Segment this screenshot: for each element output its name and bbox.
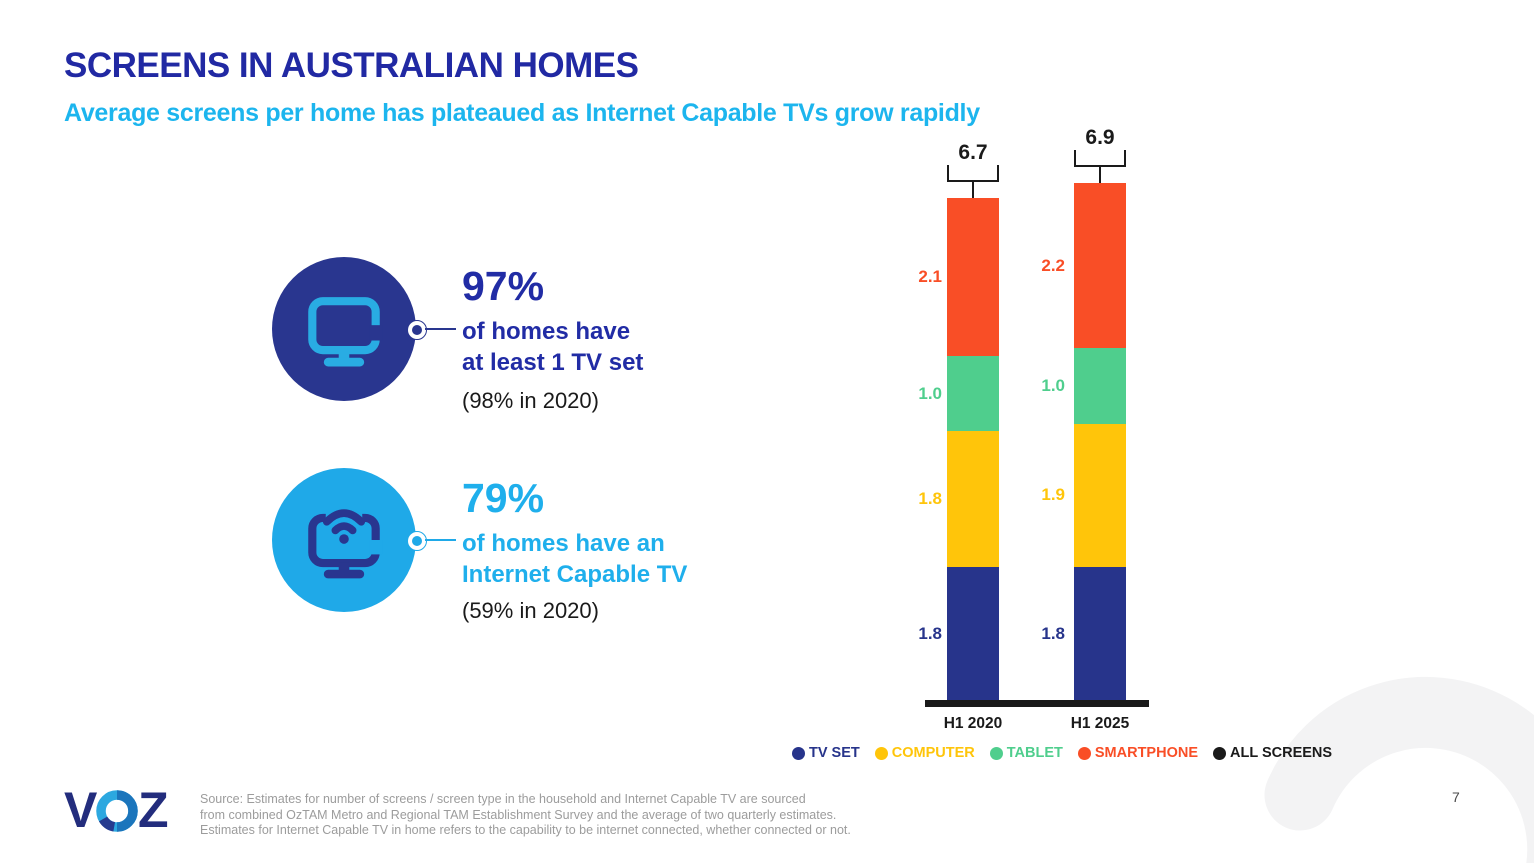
stat-description: of homes have an Internet Capable TV [462,528,687,590]
legend-label: TV SET [809,745,860,761]
tv-icon [308,297,383,367]
stat-value: 97% [462,263,545,309]
x-axis-line [925,700,1149,707]
segment-value-label-smartphone-h1-2025: 2.2 [1041,255,1065,275]
chart-legend: TV SET COMPUTER TABLET SMARTPHONE ALL SCREEN… [792,744,1332,762]
stat-note: (59% in 2020) [462,598,599,623]
bar-segment-computer-h1-2020 [947,431,999,567]
stat-line: Internet Capable TV [462,561,688,588]
total-label-h1-2025: 6.9 [1085,125,1115,149]
legend-item-smartphone: SMARTPHONE [1077,745,1198,761]
total-label-h1-2020: 6.7 [958,141,988,165]
source-line: from combined OzTAM Metro and Regional T… [200,807,837,822]
segment-value-label-tablet-h1-2020: 1.0 [918,383,942,403]
segment-value-label-computer-h1-2020: 1.8 [918,488,942,508]
connector-dot [407,531,427,551]
stat-note: (98% in 2020) [462,388,599,413]
legend-dot-tv-set [792,746,805,760]
legend-item-tv-set: TV SET [792,745,860,761]
segment-value-label-tv-set-h1-2020: 1.8 [918,624,942,644]
x-axis-label-h1-2025: H1 2025 [1070,715,1130,732]
bar-segment-smartphone-h1-2020 [947,198,999,356]
page-subtitle: Average screens per home has plateaued a… [64,99,980,127]
source-line: Source: Estimates for number of screens … [200,792,806,806]
legend-dot-all-screens [1213,746,1226,760]
connector-dot [407,320,427,340]
voz-logo: V Z [64,784,169,838]
total-bracket-h1-2025 [1074,149,1126,167]
segment-value-label-tv-set-h1-2025: 1.8 [1041,624,1065,644]
legend-label: ALL SCREENS [1230,745,1333,761]
legend-item-tablet: TABLET [989,745,1063,761]
connector-line [425,328,456,330]
source-line: Estimates for Internet Capable TV in hom… [200,823,851,838]
total-bracket-stem-h1-2020 [972,182,974,199]
bar-segment-tv-set-h1-2025 [1074,566,1126,702]
svg-text:Z: Z [138,784,169,838]
legend-dot-computer [874,746,888,760]
segment-value-label-smartphone-h1-2020: 2.1 [918,267,942,286]
bar-segment-computer-h1-2025 [1074,423,1126,567]
x-axis-label-h1-2020: H1 2020 [943,715,1003,732]
internet-tv-circle-badge [272,468,416,612]
internet-tv-icon [308,509,383,579]
stat-description: of homes have at least 1 TV set [462,316,643,378]
segment-value-label-computer-h1-2025: 1.9 [1041,485,1065,505]
legend-item-computer: COMPUTER [874,745,975,761]
stat-value: 79% [462,475,545,521]
page-title: SCREENS IN AUSTRALIAN HOMES [64,46,639,85]
bar-segment-smartphone-h1-2025 [1074,182,1126,349]
total-bracket-stem-h1-2025 [1099,166,1101,183]
source-text: Source: Estimates for number of screens … [200,792,851,839]
bar-segment-tv-set-h1-2020 [947,566,999,702]
stat-line: at least 1 TV set [462,349,644,376]
total-bracket-h1-2020 [947,165,999,183]
segment-value-label-tablet-h1-2025: 1.0 [1041,376,1065,396]
tv-circle-badge [272,257,416,401]
legend-dot-tablet [989,746,1003,760]
svg-text:V: V [64,784,98,838]
legend-dot-smartphone [1077,746,1091,760]
legend-label: SMARTPHONE [1094,745,1198,761]
legend-label: TABLET [1006,745,1063,761]
bar-segment-tablet-h1-2020 [947,355,999,432]
connector-line [425,539,456,541]
stat-line: of homes have [462,318,631,345]
bar-segment-tablet-h1-2025 [1074,348,1126,424]
legend-item-all-screens: ALL SCREENS [1213,745,1332,761]
page-number: 7 [1452,789,1460,805]
stat-line: of homes have an [462,530,665,557]
legend-label: COMPUTER [891,745,975,761]
